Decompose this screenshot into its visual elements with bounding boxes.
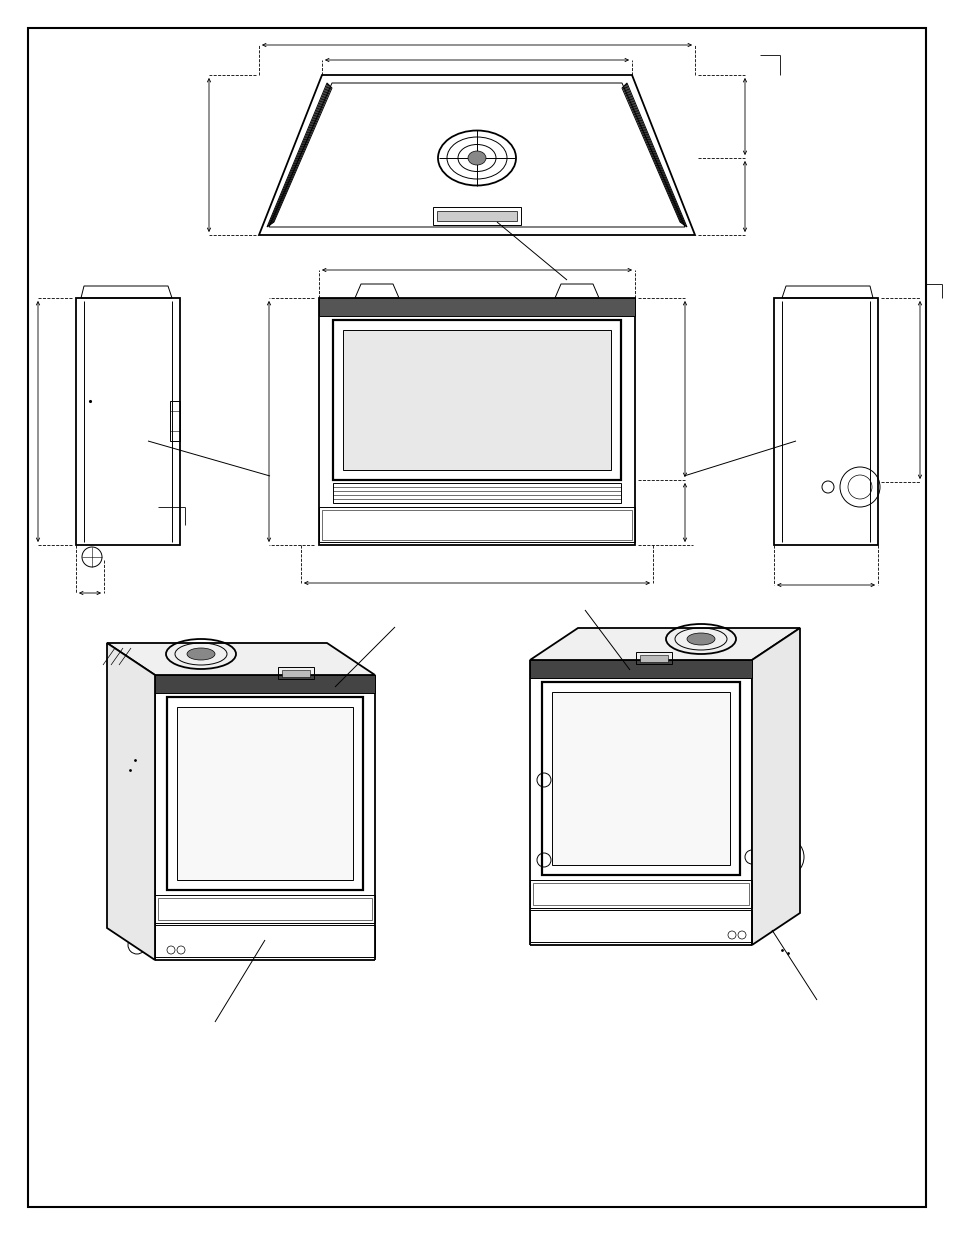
Bar — [530, 881, 751, 908]
Bar — [636, 652, 671, 664]
Polygon shape — [107, 643, 154, 960]
Bar — [177, 706, 353, 881]
Bar — [333, 483, 620, 503]
Polygon shape — [751, 629, 800, 945]
Bar — [154, 925, 375, 957]
Bar — [541, 682, 740, 876]
Bar — [433, 207, 520, 225]
Bar — [318, 298, 635, 545]
Bar — [318, 298, 635, 316]
Bar — [333, 320, 620, 480]
Ellipse shape — [187, 648, 214, 659]
Bar — [773, 298, 877, 545]
Bar — [154, 676, 375, 693]
Bar — [639, 655, 667, 662]
Bar — [277, 667, 314, 679]
Bar — [318, 508, 635, 542]
Bar — [530, 910, 751, 942]
Ellipse shape — [468, 151, 485, 165]
Bar — [530, 659, 751, 678]
Polygon shape — [530, 629, 800, 659]
Bar — [282, 671, 310, 677]
Bar — [343, 330, 610, 471]
Bar — [167, 697, 363, 890]
Bar — [170, 401, 180, 441]
Bar — [436, 211, 517, 221]
Ellipse shape — [686, 634, 714, 645]
Bar — [322, 510, 631, 540]
Polygon shape — [107, 643, 375, 676]
Bar — [552, 692, 729, 864]
Bar — [154, 895, 375, 923]
Bar — [76, 298, 180, 545]
Bar — [158, 898, 372, 920]
Bar — [533, 883, 748, 905]
